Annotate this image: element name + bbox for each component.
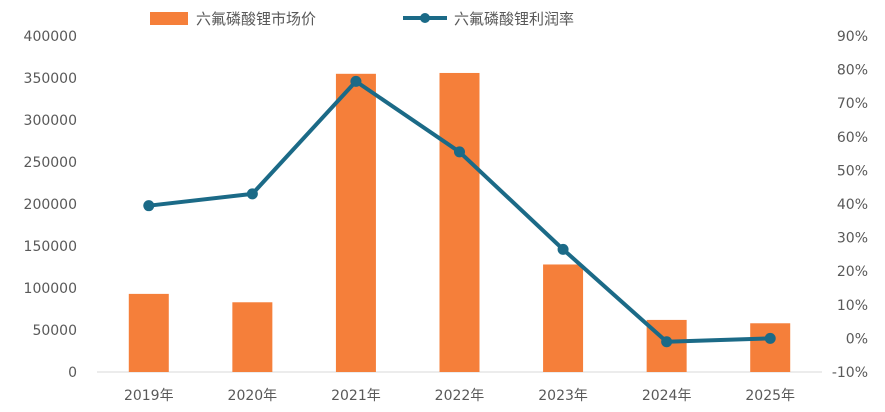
x-axis-tick-label: 2025年 — [745, 388, 795, 404]
right-axis-tick-label: 10% — [837, 298, 868, 314]
left-axis-tick-label: 100000 — [24, 281, 77, 297]
left-axis-tick-label: 200000 — [24, 197, 77, 213]
x-axis-tick-label: 2020年 — [228, 388, 278, 404]
left-axis-tick-label: 300000 — [24, 113, 77, 129]
bar — [335, 73, 376, 373]
bar-series — [128, 72, 791, 373]
right-axis-tick-label: 50% — [837, 163, 868, 179]
right-axis-tick-label: 40% — [837, 197, 868, 213]
legend-line-label: 六氟磷酸锂利润率 — [454, 10, 574, 28]
x-axis-tick-label: 2019年 — [124, 388, 174, 404]
right-axis: -10% 0% 10% 20% 30% 40% 50% 60% 70% 80% 90% — [832, 29, 868, 381]
bar — [232, 302, 273, 372]
x-axis-tick-label: 2024年 — [642, 388, 692, 404]
x-axis-tick-label: 2023年 — [538, 388, 588, 404]
right-axis-tick-label: 20% — [837, 264, 868, 280]
legend-bar-swatch — [150, 12, 188, 25]
line-point — [764, 332, 776, 344]
line-series — [143, 75, 776, 348]
x-axis: 2019年 2020年 2021年 2022年 2023年 2024年 2025年 — [97, 371, 822, 404]
line-point — [454, 146, 465, 158]
bar — [750, 323, 791, 372]
x-axis-tick-label: 2022年 — [435, 388, 485, 404]
bar — [439, 72, 480, 373]
bar — [543, 264, 584, 372]
legend-bar-label: 六氟磷酸锂市场价 — [196, 10, 316, 28]
right-axis-tick-label: 0% — [846, 331, 868, 347]
x-axis-tick-label: 2021年 — [331, 388, 381, 404]
left-axis-tick-label: 400000 — [24, 29, 77, 45]
left-axis-tick-label: 0 — [68, 365, 77, 381]
left-axis-tick-label: 150000 — [24, 239, 77, 255]
line-point — [143, 200, 155, 212]
line-point — [350, 75, 362, 87]
right-axis-tick-label: 80% — [837, 63, 868, 79]
right-axis-tick-label: 30% — [837, 231, 868, 247]
left-axis-tick-label: 50000 — [32, 323, 77, 339]
right-axis-tick-label: 70% — [837, 96, 868, 112]
left-axis-tick-label: 350000 — [24, 71, 77, 87]
right-axis-tick-label: 60% — [837, 130, 868, 146]
line-point — [246, 188, 258, 200]
legend-line-marker — [420, 13, 430, 23]
right-axis-tick-label: 90% — [837, 29, 868, 45]
line-point — [661, 336, 673, 348]
legend: 六氟磷酸锂市场价 六氟磷酸锂利润率 — [150, 10, 574, 28]
line-point — [557, 243, 569, 255]
left-axis-tick-label: 250000 — [24, 155, 77, 171]
right-axis-tick-label: -10% — [832, 365, 868, 381]
left-axis: 0 50000 100000 150000 200000 250000 300000 3500… — [24, 29, 77, 381]
bar — [128, 293, 169, 372]
